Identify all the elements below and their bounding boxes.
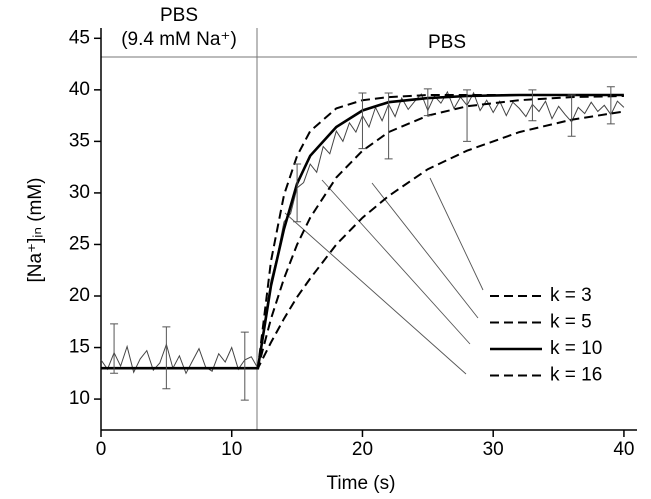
x-tick-label: 10 (221, 439, 242, 460)
series-line (101, 110, 625, 370)
y-tick-label: 25 (69, 233, 90, 254)
y-tick-label: 15 (69, 337, 90, 358)
error-bar (528, 89, 537, 122)
arrow (371, 182, 479, 319)
annotation: (9.4 mM Na⁺) (121, 29, 237, 50)
y-tick-label: 10 (69, 388, 90, 409)
annotation: PBS (428, 32, 466, 53)
arrow (429, 177, 484, 291)
y-tick-label: 40 (69, 79, 90, 100)
y-tick-label: 30 (69, 182, 90, 203)
error-bar (240, 331, 249, 401)
error-bar (463, 89, 472, 142)
error-bar (110, 323, 119, 374)
y-tick-label: 20 (69, 285, 90, 306)
x-tick-label: 30 (483, 439, 504, 460)
series-line (101, 94, 624, 370)
error-bar (162, 326, 171, 390)
arrows (284, 177, 484, 375)
arrow (284, 212, 467, 375)
legend-label: k = 5 (550, 312, 592, 333)
x-tick-label: 0 (96, 439, 107, 460)
legend-label: k = 3 (550, 285, 592, 306)
x-tick-label: 20 (352, 439, 373, 460)
error-bar (384, 92, 393, 160)
annotation: PBS (160, 5, 198, 26)
legend-label: k = 16 (550, 365, 602, 386)
error-bar (423, 88, 432, 117)
y-tick-label: 45 (69, 27, 90, 48)
legend-label: k = 10 (550, 338, 602, 359)
x-tick-label: 40 (613, 439, 634, 460)
arrow (321, 179, 471, 345)
error-bar (606, 86, 615, 125)
error-bar (358, 92, 367, 150)
error-bar (293, 163, 302, 223)
x-axis-title: Time (s) (327, 473, 396, 494)
y-tick-label: 35 (69, 130, 90, 151)
series-line (101, 95, 624, 370)
series-line (101, 93, 624, 370)
y-axis-title: [Na⁺]ᵢₙ (mM) (25, 177, 46, 282)
error-bar (567, 94, 576, 137)
